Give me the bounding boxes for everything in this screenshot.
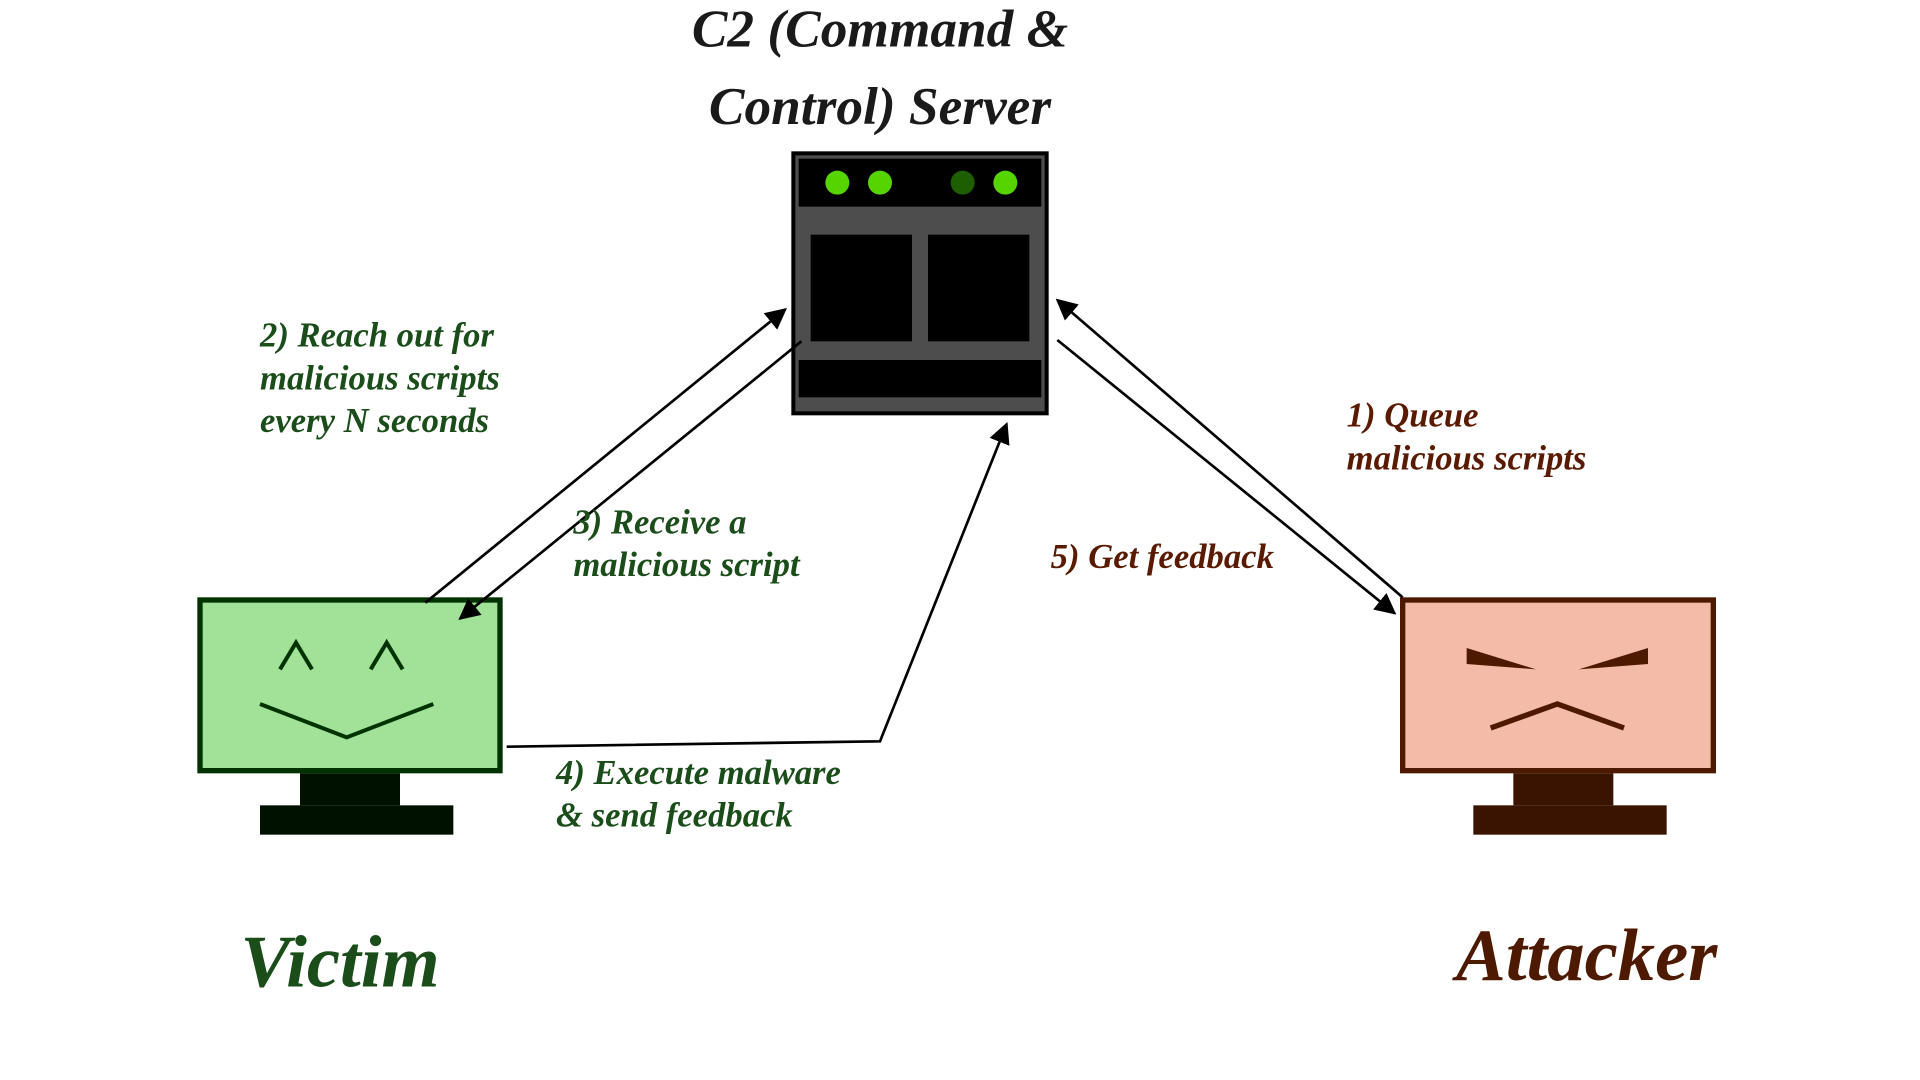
svg-text:5) Get feedback: 5) Get feedback: [1051, 538, 1275, 576]
step5-label: 5) Get feedback: [1051, 538, 1275, 576]
c2-server-icon: [793, 153, 1046, 413]
svg-text:every N seconds: every N seconds: [260, 402, 489, 440]
step3-label: 3) Receive a malicious script: [572, 503, 801, 584]
title-line2: Control) Server: [709, 76, 1052, 136]
victim-label: Victim: [240, 921, 439, 1004]
server-led-icon: [951, 171, 975, 195]
step1-label: 1) Queue malicious scripts: [1347, 397, 1587, 478]
server-led-icon: [868, 171, 892, 195]
edge-victim-feedback: [507, 424, 1007, 747]
svg-text:malicious scripts: malicious scripts: [1347, 439, 1587, 477]
attacker-icon: [1403, 600, 1714, 835]
step2-label: 2) Reach out for malicious scripts every…: [259, 317, 500, 440]
svg-text:malicious script: malicious script: [573, 546, 801, 584]
title-line1: C2 (Command &: [692, 0, 1068, 59]
svg-text:2) Reach out for: 2) Reach out for: [259, 317, 494, 355]
step4-label: 4) Execute malware & send feedback: [555, 754, 841, 835]
c2-diagram: C2 (Command & Control) Server: [0, 0, 1920, 1080]
attacker-label: Attacker: [1452, 914, 1718, 997]
svg-text:3) Receive a: 3) Receive a: [572, 503, 746, 541]
victim-icon: [200, 600, 500, 835]
svg-text:malicious scripts: malicious scripts: [260, 359, 500, 397]
server-led-icon: [993, 171, 1017, 195]
server-led-icon: [825, 171, 849, 195]
svg-text:& send feedback: & send feedback: [556, 797, 793, 835]
svg-text:1) Queue: 1) Queue: [1347, 397, 1479, 435]
svg-text:4) Execute malware: 4) Execute malware: [555, 754, 841, 792]
